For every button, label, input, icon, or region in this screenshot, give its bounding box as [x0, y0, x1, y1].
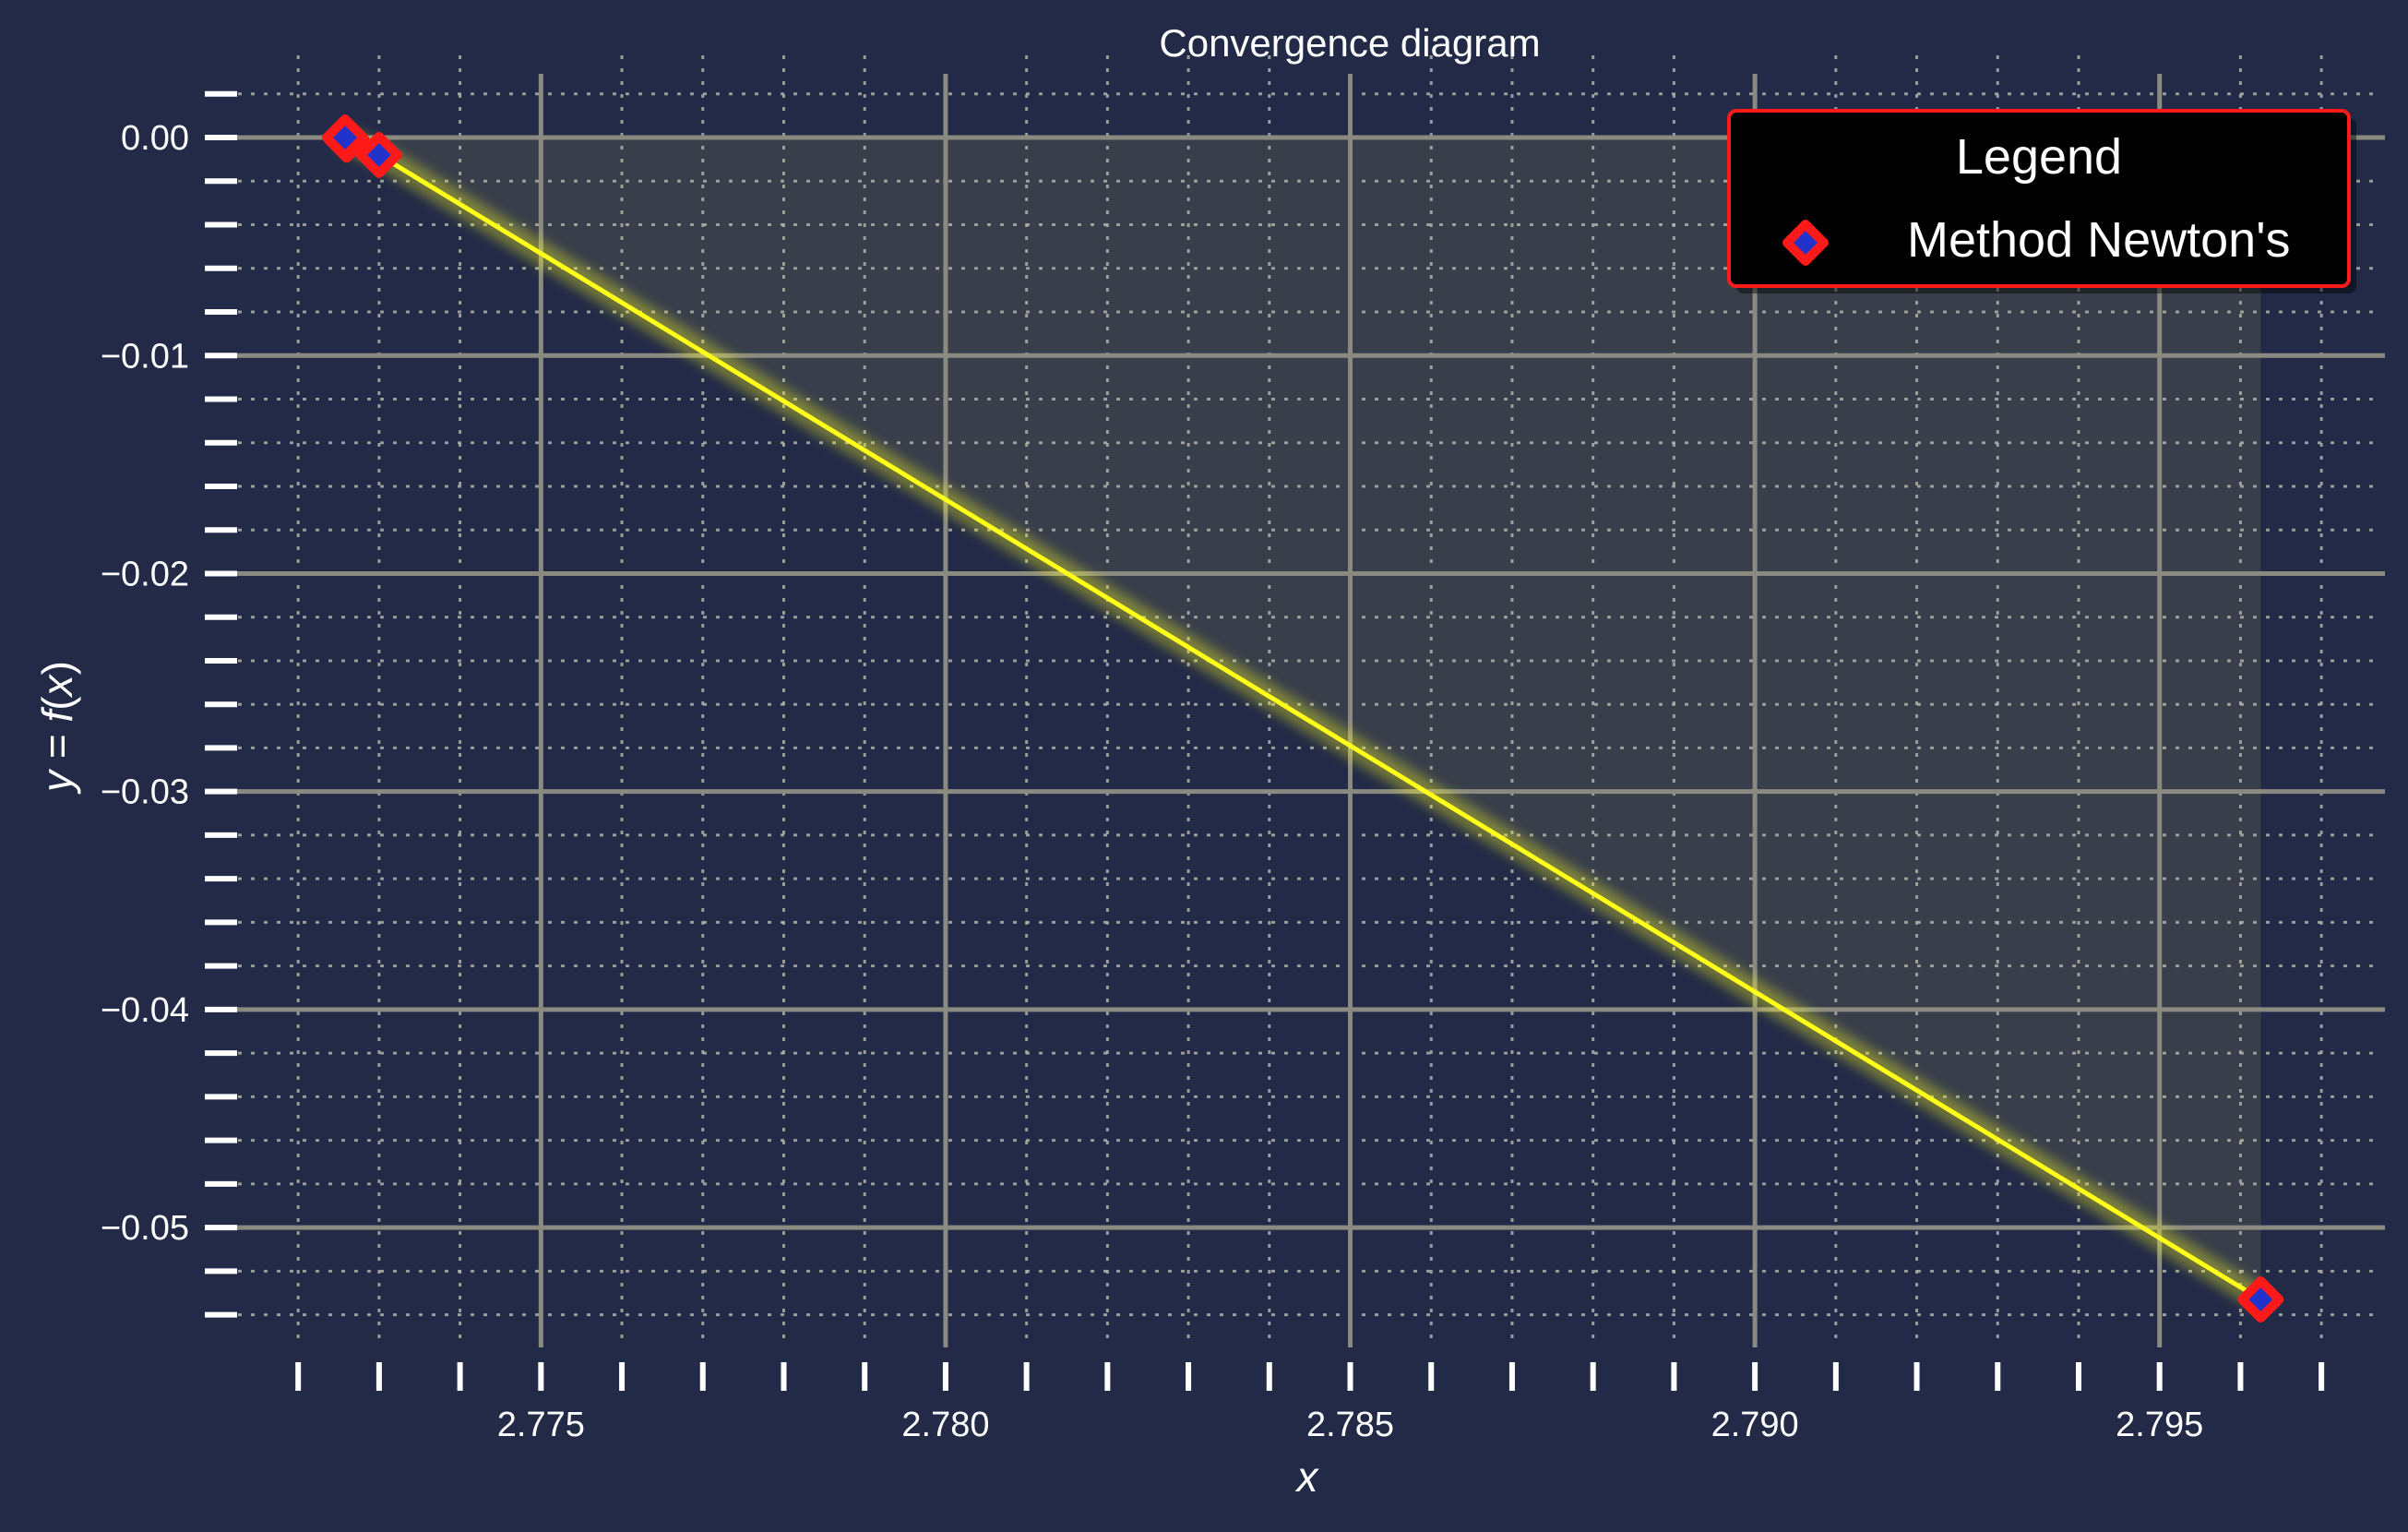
diamond-shape — [1782, 220, 1829, 266]
y-axis-label-part: = — [33, 723, 81, 771]
y-tick-label: −0.02 — [101, 555, 189, 593]
diamond-shape — [355, 131, 402, 178]
data-point-marker — [2237, 1276, 2284, 1323]
x-axis-label: x — [1295, 1453, 1320, 1501]
legend-diamond-icon — [1782, 220, 1829, 266]
data-point-marker — [322, 114, 369, 162]
diamond-shape — [322, 114, 369, 162]
legend-title: Legend — [1956, 129, 2122, 185]
y-tick-label: −0.05 — [101, 1209, 189, 1248]
y-tick-label: −0.03 — [101, 773, 189, 812]
x-tick-label: 2.790 — [1711, 1406, 1799, 1444]
x-tick-label: 2.775 — [497, 1406, 585, 1444]
y-axis-label-part: x — [33, 673, 81, 698]
legend: Legend Method Newton's — [1727, 109, 2356, 293]
x-tick-label: 2.785 — [1306, 1406, 1394, 1444]
y-tick-label: −0.01 — [101, 337, 189, 376]
data-point-marker — [355, 131, 402, 178]
y-axis-label: y = f(x) — [33, 661, 81, 795]
x-tick-label: 2.780 — [901, 1406, 989, 1444]
legend-box — [1727, 109, 2351, 288]
y-axis-label-part: f — [33, 707, 81, 723]
y-tick-label: −0.04 — [101, 991, 189, 1030]
y-axis-label-part: ( — [33, 696, 81, 711]
y-tick-label: 0.00 — [121, 119, 189, 158]
diamond-shape — [2237, 1276, 2284, 1323]
legend-marker-diamond — [1782, 220, 1829, 266]
legend-entry-label: Method Newton's — [1907, 212, 2291, 268]
tick-labels: 2.775 2.780 2.785 2.790 2.795 0.00 −0.01 −0.02 −… — [101, 119, 2203, 1444]
tick-marks — [205, 90, 2325, 1391]
fill-area — [345, 138, 2261, 1300]
y-axis-label-part: ) — [33, 661, 81, 675]
major-grid — [235, 74, 2385, 1347]
fill-polygon — [345, 138, 2261, 1300]
y-axis-label-part: y — [33, 768, 81, 795]
x-tick-label: 2.795 — [2116, 1406, 2203, 1444]
series-layer — [322, 114, 2284, 1323]
chart-title: Convergence diagram — [1159, 21, 1540, 65]
